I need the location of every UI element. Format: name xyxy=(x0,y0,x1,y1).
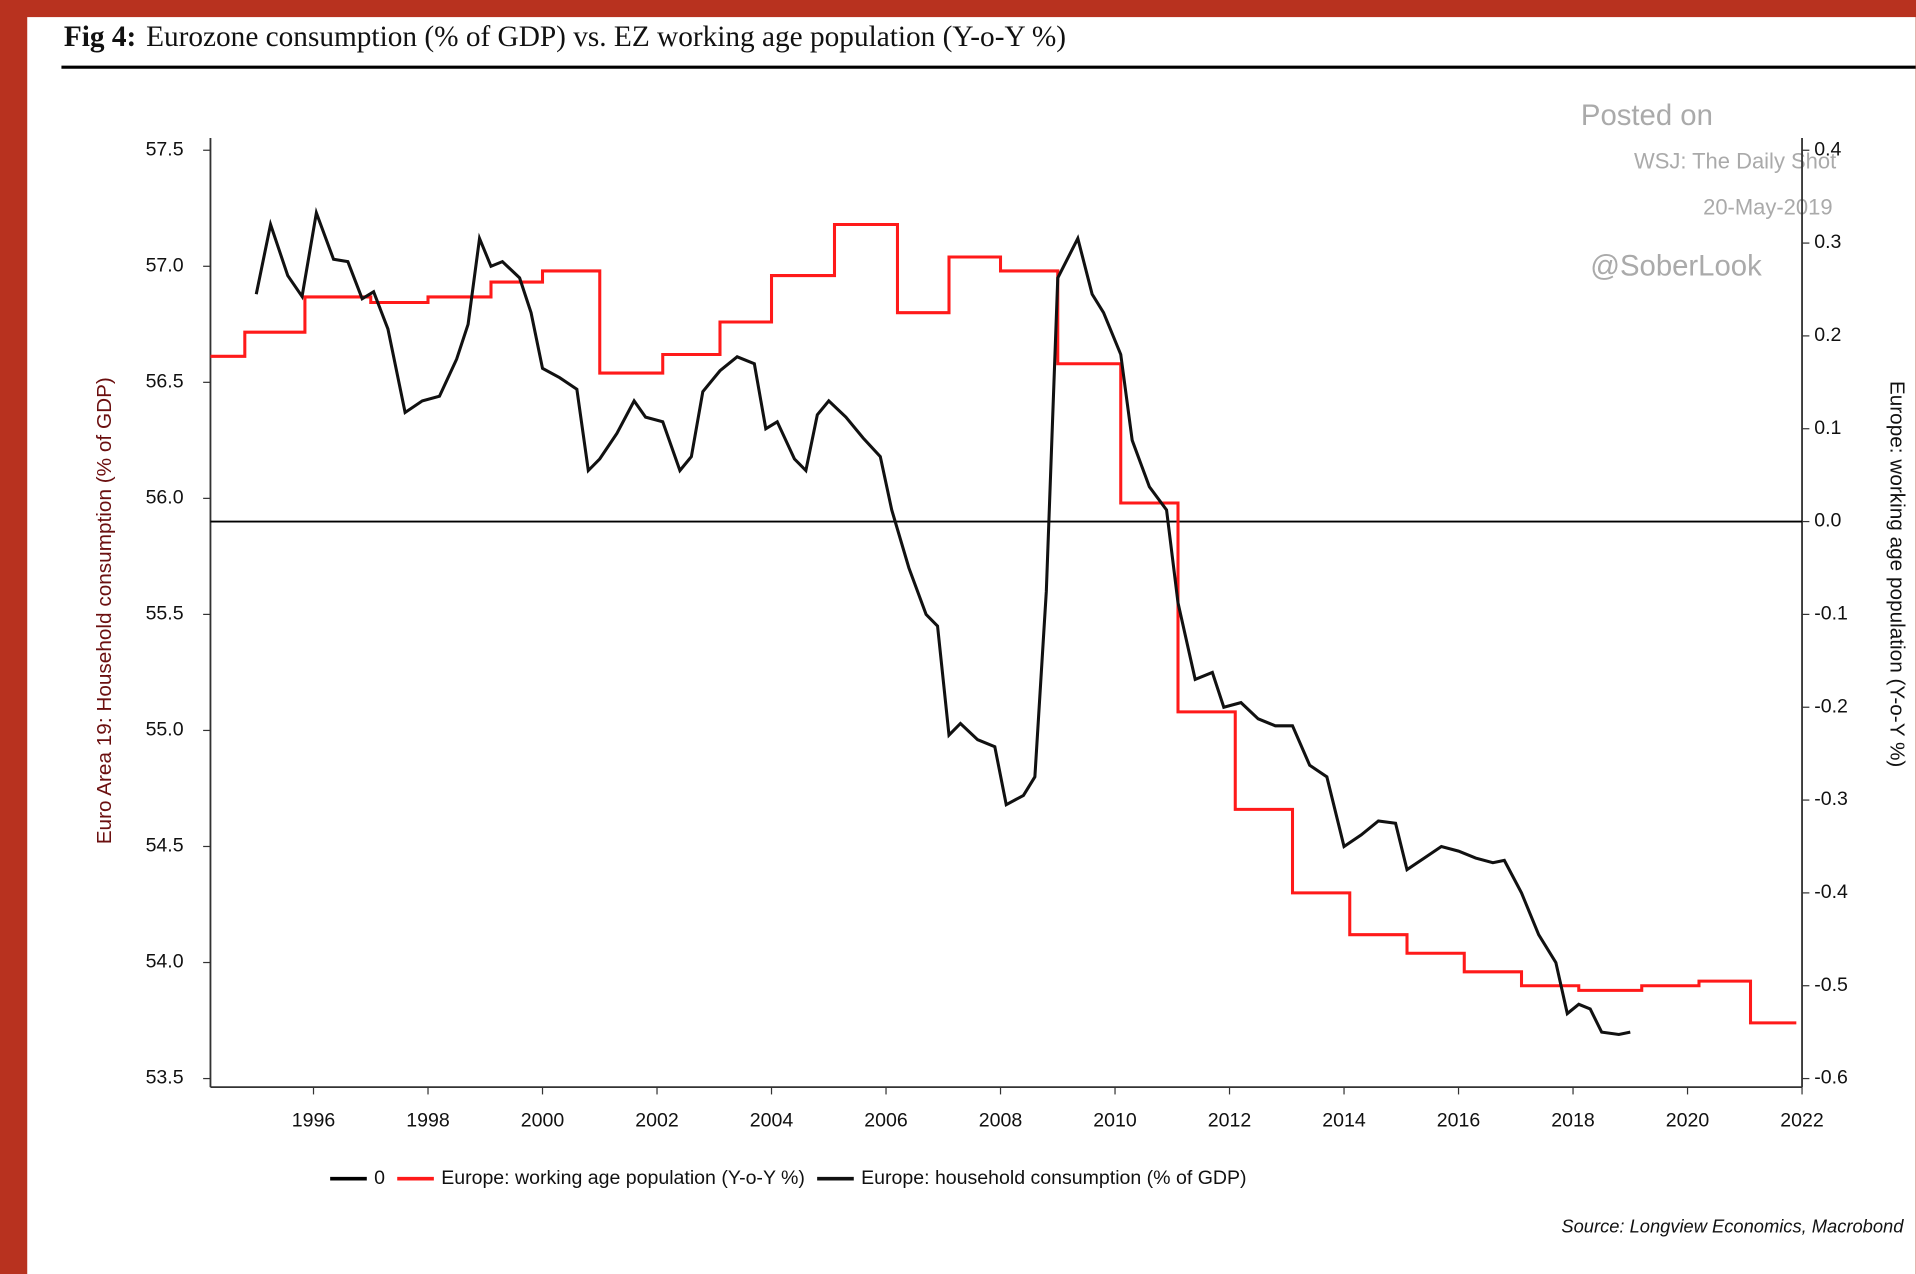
y-tick-label: 56.5 xyxy=(146,370,184,392)
x-tick-label: 2010 xyxy=(1093,1109,1137,1131)
y-tick-label: 55.0 xyxy=(146,719,184,741)
y2-axis-label: Europe: working age population (Y-o-Y %) xyxy=(1886,381,1909,767)
y2-tick-label: -0.5 xyxy=(1814,974,1848,996)
series-line xyxy=(254,207,1631,1037)
x-tick-label: 2012 xyxy=(1208,1109,1251,1131)
legend-label: 0 xyxy=(374,1167,385,1189)
y-tick-label: 57.5 xyxy=(146,138,184,160)
series-line xyxy=(210,222,1797,1025)
panel xyxy=(27,17,1916,1274)
source: Source: Longview Economics, Macrobond xyxy=(1561,1215,1904,1236)
watermark: 20-May-2019 xyxy=(1703,195,1832,220)
y2-tick-label: 0.1 xyxy=(1814,417,1841,439)
x-tick-label: 2006 xyxy=(864,1109,907,1131)
y-tick-label: 54.0 xyxy=(146,951,184,973)
y2-tick-label: -0.1 xyxy=(1814,603,1848,625)
x-tick-label: 2018 xyxy=(1551,1109,1595,1131)
y-tick-label: 53.5 xyxy=(146,1067,184,1089)
x-tick-label: 2014 xyxy=(1322,1109,1366,1131)
x-tick-label: 2002 xyxy=(635,1109,678,1131)
y-tick-label: 57.0 xyxy=(146,254,184,276)
figure-label: Fig 4: xyxy=(64,21,136,53)
x-tick-label: 1998 xyxy=(406,1109,450,1131)
watermark: WSJ: The Daily Shot xyxy=(1634,148,1836,173)
watermark: Posted on xyxy=(1581,99,1713,132)
y2-tick-label: 0.2 xyxy=(1814,324,1841,346)
y-tick-label: 55.5 xyxy=(146,603,184,625)
x-tick-label: 2008 xyxy=(979,1109,1023,1131)
y2-tick-label: -0.3 xyxy=(1814,788,1848,810)
legend-label: Europe: working age population (Y-o-Y %) xyxy=(441,1167,805,1189)
x-tick-label: 2000 xyxy=(521,1109,565,1131)
watermark: @SoberLook xyxy=(1590,249,1762,282)
chart-title: Eurozone consumption (% of GDP) vs. EZ w… xyxy=(146,21,1066,53)
x-tick-label: 1996 xyxy=(292,1109,335,1131)
y-tick-label: 54.5 xyxy=(146,835,184,857)
y2-tick-label: -0.6 xyxy=(1814,1067,1848,1089)
y2-tick-label: 0.0 xyxy=(1814,510,1841,532)
x-tick-label: 2016 xyxy=(1437,1109,1480,1131)
legend-label: Europe: household consumption (% of GDP) xyxy=(861,1167,1246,1189)
y-tick-label: 56.0 xyxy=(146,487,184,509)
y2-tick-label: -0.2 xyxy=(1814,695,1848,717)
y2-tick-label: -0.4 xyxy=(1814,881,1848,903)
y2-tick-label: 0.4 xyxy=(1814,138,1841,160)
x-tick-label: 2022 xyxy=(1780,1109,1823,1131)
y-axis-label: Euro Area 19: Household consumption (% o… xyxy=(93,377,116,844)
x-tick-label: 2020 xyxy=(1666,1109,1710,1131)
x-tick-label: 2004 xyxy=(750,1109,794,1131)
y2-tick-label: 0.3 xyxy=(1814,231,1841,253)
